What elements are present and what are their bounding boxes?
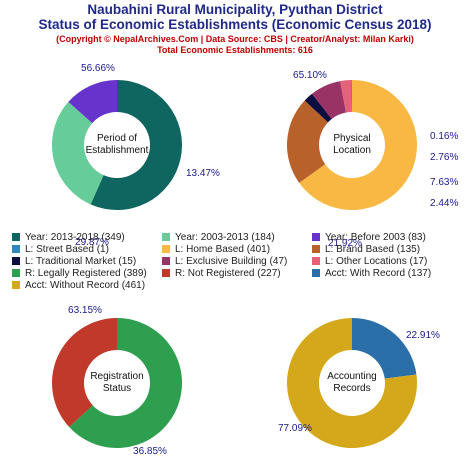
legend-item: Year: 2013-2018 (349) — [12, 232, 162, 243]
legend-swatch — [12, 269, 20, 277]
legend-label: L: Home Based (401) — [175, 243, 271, 255]
donut-slice — [340, 80, 352, 113]
donut-slice — [90, 80, 183, 211]
donut-slice — [351, 80, 352, 113]
slice-percent-label: 2.76% — [430, 152, 458, 163]
legend-item: L: Brand Based (135) — [312, 244, 462, 255]
chart-subtitle: Status of Economic Establishments (Econo… — [38, 17, 432, 32]
slice-percent-label: 22.91% — [406, 330, 440, 341]
legend-item: L: Other Locations (17) — [312, 256, 462, 267]
slice-percent-label: 7.63% — [430, 177, 458, 188]
legend-row: Year: 2013-2018 (349) Year: 2003-2013 (18… — [12, 231, 462, 243]
legend-label: Acct: With Record (137) — [325, 267, 432, 279]
donut-center-label: Location — [333, 145, 371, 156]
legend-label: Acct: Without Record (461) — [25, 279, 146, 291]
slice-percent-label: 13.47% — [186, 168, 220, 179]
legend-swatch — [12, 281, 20, 289]
legend-swatch — [12, 257, 20, 265]
donut-center-label: Physical — [333, 133, 370, 144]
legend-item: R: Legally Registered (389) — [12, 268, 162, 279]
legend: Year: 2013-2018 (349) Year: 2003-2013 (18… — [12, 231, 462, 291]
slice-percent-label: 29.87% — [75, 237, 109, 248]
legend-item: L: Traditional Market (15) — [12, 256, 162, 267]
slice-percent-label: 36.85% — [133, 446, 167, 457]
donut-slice — [69, 318, 182, 448]
donut-slice — [287, 318, 418, 448]
legend-swatch — [312, 233, 320, 241]
legend-swatch — [312, 269, 320, 277]
donut-center-label: Period of — [97, 133, 137, 144]
legend-swatch — [312, 257, 320, 265]
slice-percent-label: 2.44% — [430, 198, 458, 209]
legend-item: Year: 2003-2013 (184) — [162, 232, 312, 243]
legend-item: Year: Before 2003 (83) — [312, 232, 462, 243]
legend-label: L: Traditional Market (15) — [25, 255, 137, 267]
legend-item: L: Exclusive Building (47) — [162, 256, 312, 267]
donut-center-label: Establishment — [86, 145, 149, 156]
total-establishments: Total Economic Establishments: 616 — [157, 45, 313, 55]
donut-slice — [352, 318, 417, 379]
legend-label: L: Brand Based (135) — [325, 243, 421, 255]
legend-swatch — [162, 269, 170, 277]
donut-slice — [311, 81, 346, 119]
donut-slice — [287, 100, 328, 183]
legend-swatch — [12, 245, 20, 253]
slice-percent-label: 21.92% — [328, 238, 362, 249]
legend-swatch — [162, 257, 170, 265]
legend-label: L: Exclusive Building (47) — [175, 255, 288, 267]
legend-item: L: Street Based (1) — [12, 244, 162, 255]
legend-label: Year: 2003-2013 (184) — [175, 231, 275, 243]
slice-percent-label: 63.15% — [68, 305, 102, 316]
legend-label: Year: 2013-2018 (349) — [25, 231, 125, 243]
slice-percent-label: 65.10% — [293, 70, 327, 81]
slice-percent-label: 77.09% — [278, 423, 312, 434]
donut-slice — [51, 317, 117, 428]
donut-slice — [68, 80, 117, 124]
legend-item: L: Home Based (401) — [162, 244, 312, 255]
legend-item: R: Not Registered (227) — [162, 268, 312, 279]
legend-swatch — [312, 245, 320, 253]
legend-item: Acct: With Record (137) — [312, 268, 462, 279]
legend-label: R: Legally Registered (389) — [25, 267, 147, 279]
chart-title: Naubahini Rural Municipality, Pyuthan Di… — [87, 2, 383, 17]
legend-label: L: Street Based (1) — [25, 243, 109, 255]
legend-row: L: Traditional Market (15) L: Exclusive B… — [12, 255, 462, 267]
legend-swatch — [162, 233, 170, 241]
legend-row: Acct: Without Record (461) — [12, 279, 462, 291]
donut-center-label: Registration — [90, 371, 143, 382]
copyright-line: (Copyright © NepalArchives.Com | Data So… — [56, 34, 414, 44]
legend-swatch — [12, 233, 20, 241]
legend-swatch — [162, 245, 170, 253]
donut-slice — [299, 80, 417, 211]
donut-center-label: Records — [333, 383, 370, 394]
legend-label: Year: Before 2003 (83) — [325, 231, 426, 243]
donut-slice — [51, 101, 104, 205]
slice-percent-label: 56.66% — [81, 63, 115, 74]
legend-row: R: Legally Registered (389) R: Not Regist… — [12, 267, 462, 279]
legend-item: Acct: Without Record (461) — [12, 280, 162, 291]
slice-percent-label: 0.16% — [430, 131, 458, 142]
legend-label: L: Other Locations (17) — [325, 255, 428, 267]
donut-center-label: Status — [103, 383, 131, 394]
legend-label: R: Not Registered (227) — [175, 267, 281, 279]
legend-row: L: Street Based (1) L: Home Based (401) L:… — [12, 243, 462, 255]
donut-center-label: Accounting — [327, 371, 376, 382]
donut-slice — [304, 93, 332, 123]
